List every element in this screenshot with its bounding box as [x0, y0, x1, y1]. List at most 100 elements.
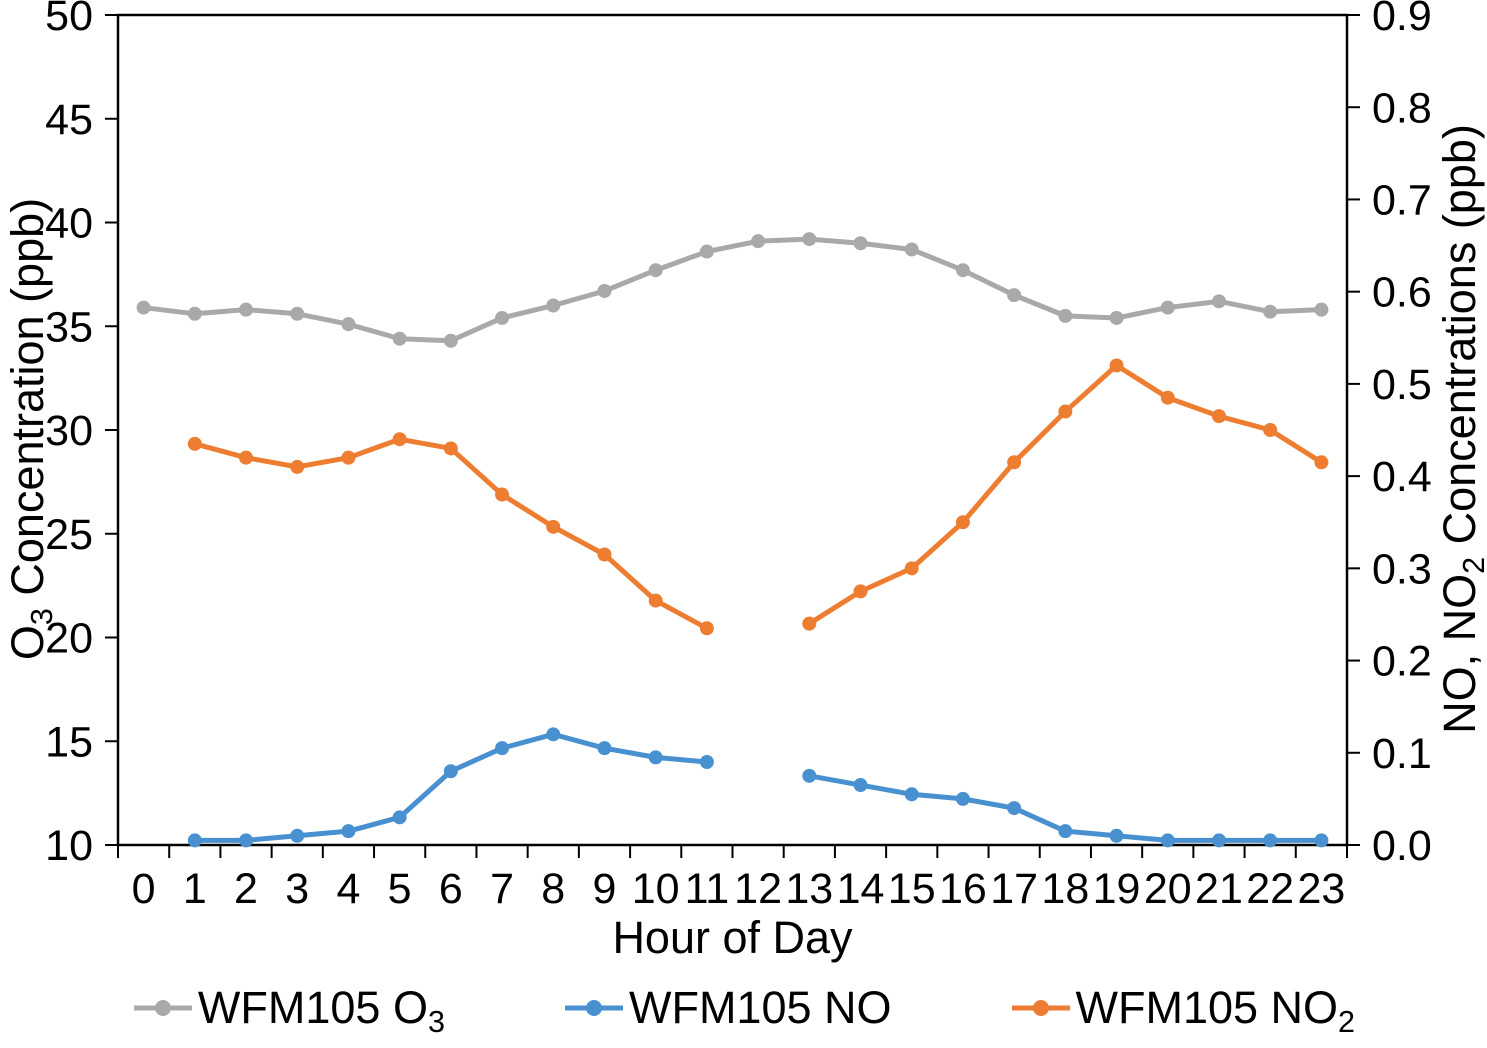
data-point-o3	[546, 298, 561, 313]
x-tick-label: 19	[1093, 865, 1141, 913]
y-left-tick-label: 30	[45, 407, 93, 455]
data-point-o3	[1160, 300, 1175, 315]
data-point-no	[1109, 828, 1124, 843]
y-right-tick-label: 0.4	[1372, 453, 1432, 501]
x-tick-label: 12	[734, 865, 782, 913]
x-tick-label: 17	[990, 865, 1038, 913]
data-point-no	[290, 828, 305, 843]
data-point-no2	[1160, 390, 1175, 405]
y-left-tick-label: 45	[45, 96, 93, 144]
legend-item-o3: WFM105 O3	[132, 982, 445, 1039]
x-tick-label: 4	[336, 865, 360, 913]
data-point-o3	[239, 302, 254, 317]
data-point-no2	[239, 450, 254, 465]
data-point-no	[187, 833, 202, 848]
data-point-o3	[853, 236, 868, 251]
legend-label-o3: WFM105 O3	[197, 982, 445, 1039]
y-right-tick-label: 0.0	[1372, 822, 1432, 870]
data-point-o3	[597, 283, 612, 298]
data-point-no2	[341, 450, 356, 465]
data-point-o3	[290, 306, 305, 321]
series-line-no2	[807, 362, 1323, 626]
y-left-tick-label: 10	[45, 822, 93, 870]
data-point-no	[443, 764, 458, 779]
data-point-no	[1058, 824, 1073, 839]
data-point-no2	[1211, 409, 1226, 424]
y-right-tick-label: 0.9	[1372, 0, 1432, 40]
data-point-no	[1211, 833, 1226, 848]
x-tick-label: 21	[1195, 865, 1243, 913]
x-tick-label: 11	[685, 865, 730, 913]
y-left-tick-label: 20	[45, 615, 93, 663]
x-tick-label: 23	[1297, 865, 1345, 913]
legend-label-no2: WFM105 NO2	[1075, 982, 1356, 1039]
data-point-no2	[802, 616, 817, 631]
data-point-no2	[648, 593, 663, 608]
x-tick-label: 3	[285, 865, 309, 913]
data-point-no2	[853, 584, 868, 599]
series-line-no	[194, 731, 708, 843]
data-point-no	[1160, 833, 1175, 848]
data-point-no	[1314, 833, 1329, 848]
y-right-tick-label: 0.8	[1372, 84, 1432, 132]
data-point-no	[699, 755, 714, 769]
x-tick-label: 0	[132, 865, 156, 913]
legend-item-no: WFM105 NO	[563, 982, 892, 1034]
x-tick-label: 7	[490, 865, 514, 913]
y-left-tick-label: 15	[45, 718, 93, 766]
no2-series-marker-icon	[1011, 1000, 1070, 1016]
data-point-no2	[955, 515, 970, 530]
no-series-marker-icon	[564, 1000, 623, 1016]
y-right-tick-label: 0.5	[1372, 361, 1432, 409]
y-right-tick-label: 0.1	[1372, 730, 1432, 778]
y-right-title-subscript: 2	[1457, 557, 1487, 574]
x-tick-label: 10	[632, 865, 680, 913]
data-point-no	[341, 824, 356, 839]
y-axis-left-title: O3 Concentration (ppb)	[2, 0, 59, 879]
data-point-no	[853, 778, 868, 793]
y-left-tick-label: 25	[45, 511, 93, 559]
data-point-no2	[1263, 423, 1278, 437]
data-point-o3	[443, 333, 458, 348]
data-point-no	[597, 741, 612, 756]
data-point-o3	[1314, 302, 1329, 317]
data-point-no	[955, 791, 970, 806]
x-tick-label: 8	[541, 865, 565, 913]
data-point-o3	[802, 232, 817, 247]
x-tick-label: 2	[234, 865, 258, 913]
data-point-no2	[495, 487, 510, 502]
y-left-tick-label: 50	[45, 0, 93, 40]
series-line-o3	[143, 236, 1322, 344]
x-tick-label: 16	[939, 865, 987, 913]
y-right-title-suffix: Concentrations (ppb)	[1434, 124, 1485, 557]
series-line-no2	[194, 436, 709, 631]
data-point-o3	[1007, 288, 1022, 303]
y-right-title-text: NO, NO	[1434, 573, 1485, 734]
y-right-tick-label: 0.6	[1372, 269, 1432, 317]
data-point-no2	[1058, 404, 1073, 419]
x-tick-label: 6	[439, 865, 463, 913]
data-point-o3	[1211, 294, 1226, 309]
data-point-no2	[546, 519, 561, 534]
data-point-no	[392, 810, 407, 825]
data-point-no	[904, 787, 919, 802]
data-point-o3	[648, 263, 663, 278]
data-point-o3	[341, 317, 356, 332]
x-tick-label: 14	[837, 865, 885, 913]
data-point-o3	[904, 242, 919, 257]
data-point-no2	[443, 441, 458, 456]
x-tick-label: 18	[1041, 865, 1089, 913]
o3-series-marker-icon	[133, 1000, 192, 1016]
data-point-o3	[1058, 308, 1073, 323]
data-point-o3	[699, 244, 714, 259]
x-tick-label: 1	[183, 865, 207, 913]
x-tick-label: 5	[388, 865, 412, 913]
y-right-tick-label: 0.7	[1372, 176, 1432, 224]
data-point-no2	[904, 561, 919, 576]
data-point-no2	[1314, 455, 1329, 470]
data-point-o3	[136, 300, 151, 315]
y-left-tick-label: 40	[45, 200, 93, 248]
data-point-no	[648, 750, 663, 765]
data-point-no	[802, 768, 817, 783]
